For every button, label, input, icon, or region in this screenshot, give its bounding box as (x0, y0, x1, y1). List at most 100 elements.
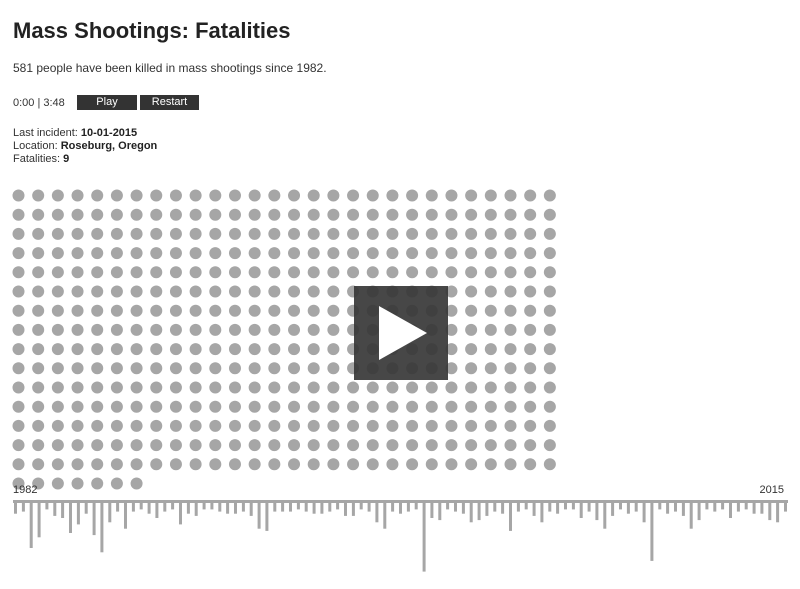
fatality-dot (150, 458, 163, 471)
fatality-dot (543, 208, 556, 221)
fatality-dot (189, 266, 202, 279)
fatality-dot (209, 247, 222, 260)
fatality-dot (327, 227, 340, 240)
fatality-dot (445, 304, 458, 317)
fatality-dot (425, 400, 438, 413)
fatality-dot (366, 419, 379, 432)
fatality-dot (347, 458, 360, 471)
timeline-bar (634, 503, 638, 512)
fatality-dot (150, 208, 163, 221)
timeline-bar (194, 503, 198, 516)
location-row: Location: Roseburg, Oregon (13, 140, 157, 153)
timeline-bar (218, 503, 222, 512)
timeline-bar (768, 503, 772, 521)
fatality-dot (248, 362, 261, 375)
play-button[interactable]: Play (77, 95, 137, 110)
fatality-dot (12, 247, 25, 260)
fatality-dot (386, 381, 399, 394)
fatality-dot (307, 458, 320, 471)
fatality-dot (386, 189, 399, 202)
timeline-bar (163, 503, 167, 512)
video-play-overlay[interactable] (354, 286, 448, 380)
fatality-dot (32, 458, 45, 471)
fatality-dot (51, 304, 64, 317)
fatality-dot (406, 247, 419, 260)
fatality-dot (524, 227, 537, 240)
fatality-dot (150, 362, 163, 375)
timeline-bar (477, 503, 481, 521)
timeline-bar (461, 503, 465, 514)
fatality-dot (189, 458, 202, 471)
fatality-dot (307, 189, 320, 202)
fatality-dot (327, 189, 340, 202)
fatality-dot (169, 343, 182, 356)
fatality-dot (484, 381, 497, 394)
fatalities-value: 9 (63, 153, 70, 165)
fatality-dot (51, 208, 64, 221)
fatality-dot (228, 285, 241, 298)
timeline-end-year: 2015 (759, 484, 784, 496)
fatality-dot (189, 285, 202, 298)
fatality-dot (150, 266, 163, 279)
fatality-dot (504, 189, 517, 202)
fatality-dot (465, 458, 478, 471)
fatality-dot (248, 285, 261, 298)
fatality-dot (189, 227, 202, 240)
fatality-dot (12, 439, 25, 452)
fatality-dot (445, 208, 458, 221)
timeline-bar (556, 503, 560, 514)
timeline-bar (281, 503, 285, 512)
timeline-bar (721, 503, 725, 510)
fatality-dot (32, 381, 45, 394)
fatality-dot (288, 304, 301, 317)
timeline-bar (265, 503, 269, 531)
fatality-dot (366, 208, 379, 221)
fatality-dot (445, 247, 458, 260)
fatality-dot (288, 343, 301, 356)
timeline-bar (351, 503, 355, 516)
timeline-bar (100, 503, 104, 553)
timeline-bar (438, 503, 442, 521)
timeline-bar (784, 503, 787, 512)
timeline-bar (681, 503, 685, 516)
fatality-dot (445, 400, 458, 413)
fatality-dot (504, 266, 517, 279)
fatality-dot (445, 439, 458, 452)
fatality-dot (268, 247, 281, 260)
fatality-dot (91, 477, 104, 490)
fatality-dot (51, 323, 64, 336)
fatality-dot (445, 323, 458, 336)
fatality-dot (169, 439, 182, 452)
fatality-dot (307, 304, 320, 317)
fatality-dot (32, 419, 45, 432)
fatality-dot (484, 419, 497, 432)
fatality-dot (91, 266, 104, 279)
fatality-dot (524, 439, 537, 452)
fatality-dot (425, 247, 438, 260)
location-label: Location: (13, 140, 58, 152)
fatality-dot (465, 419, 478, 432)
timeline-bar (131, 503, 135, 512)
fatality-dot (445, 381, 458, 394)
fatality-dot (189, 362, 202, 375)
timeline-bar (729, 503, 732, 518)
timeline-bar (540, 503, 544, 523)
fatality-dot (228, 323, 241, 336)
timeline-bar (454, 503, 457, 512)
fatality-dot (71, 304, 84, 317)
timeline-bar (524, 503, 528, 510)
timeline-bar (328, 503, 332, 512)
fatality-dot (12, 343, 25, 356)
fatality-dot (110, 208, 123, 221)
restart-button[interactable]: Restart (140, 95, 199, 110)
fatality-dot (189, 208, 202, 221)
player-controls: 0:00 | 3:48 Play Restart (13, 95, 202, 110)
fatality-dot (169, 458, 182, 471)
fatality-dot (51, 343, 64, 356)
fatality-dot (484, 247, 497, 260)
fatality-dot (484, 304, 497, 317)
fatality-dot (445, 227, 458, 240)
fatality-dot (32, 266, 45, 279)
timeline-bar (186, 503, 190, 514)
fatality-dot (248, 458, 261, 471)
